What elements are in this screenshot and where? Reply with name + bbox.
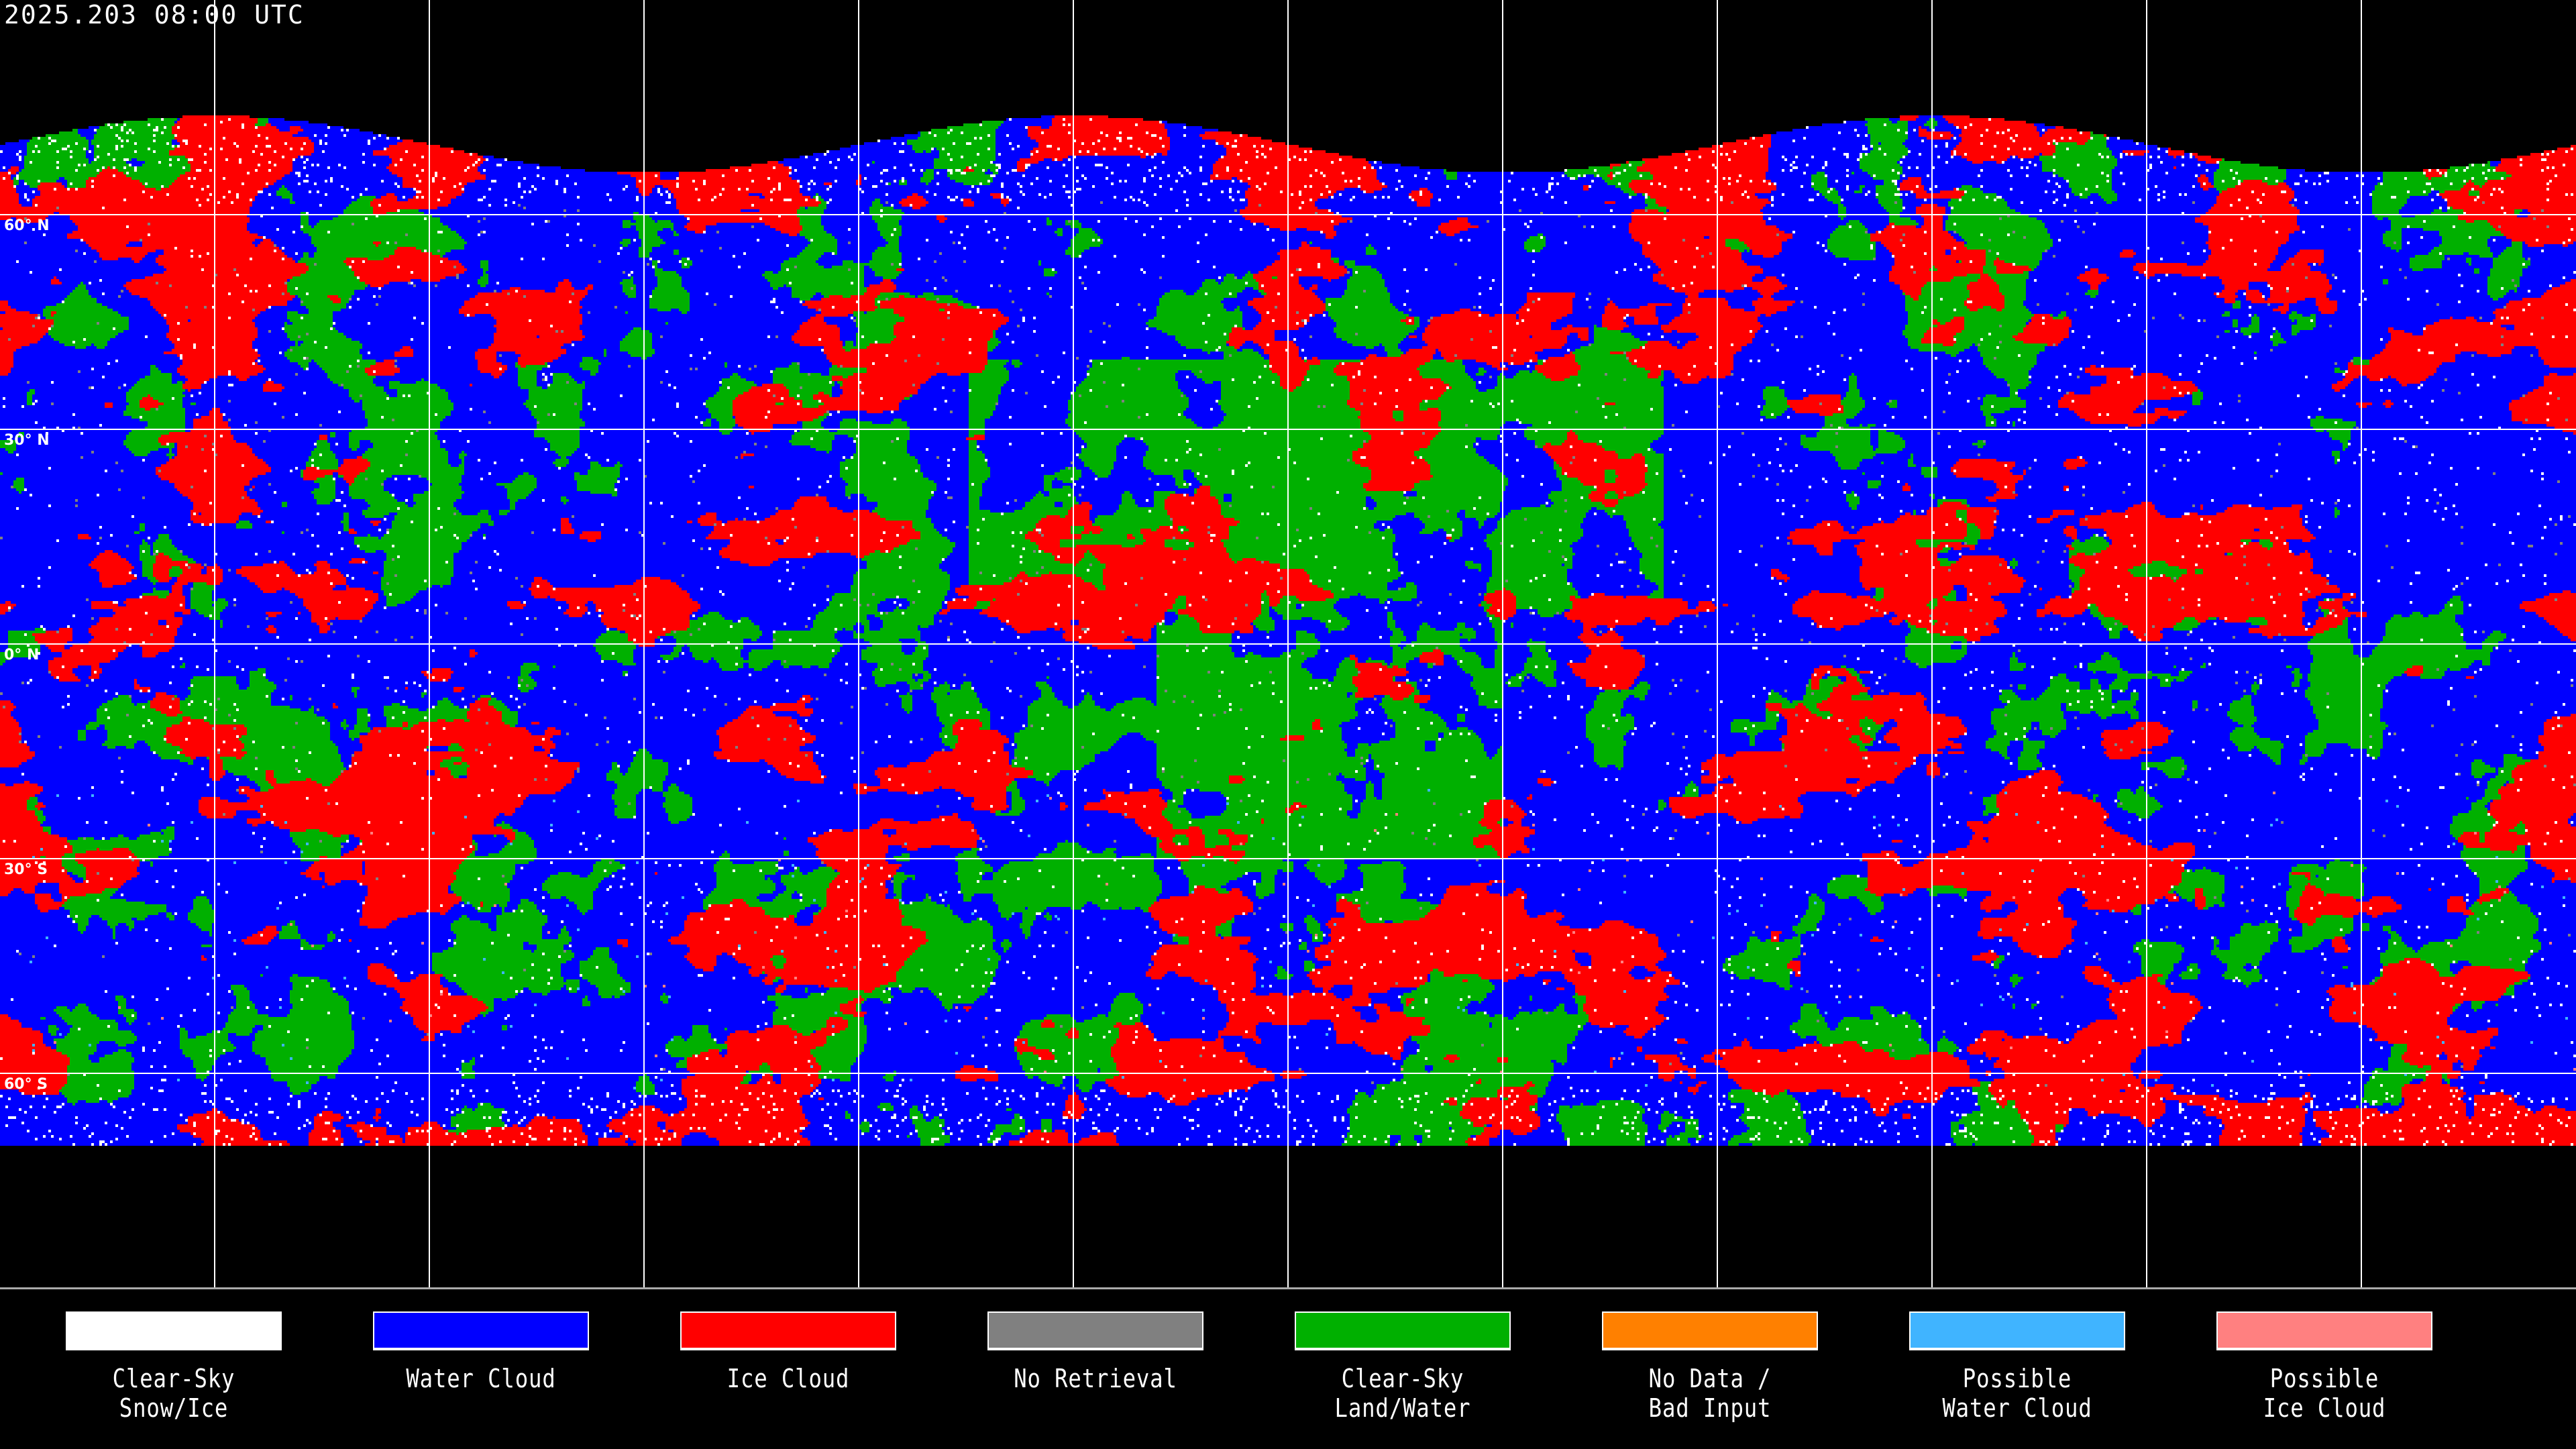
graticule (0, 0, 2576, 1288)
lat-label-60s: 60° S (4, 1076, 48, 1093)
legend-swatch (1909, 1311, 2125, 1350)
legend-label: Clear-Sky Snow/Ice (112, 1364, 235, 1423)
legend-item-no-retrieval: No Retrieval (986, 1311, 1205, 1393)
legend-label: No Retrieval (1014, 1364, 1177, 1393)
legend-swatch (66, 1311, 282, 1350)
lat-label-60n: 60° N (4, 217, 50, 234)
lat-label-30n: 30° N (4, 432, 50, 449)
legend-swatch (680, 1311, 896, 1350)
legend-item-possible-ice-cloud: Possible Ice Cloud (2215, 1311, 2434, 1423)
legend-label: No Data / Bad Input (1648, 1364, 1772, 1423)
legend-label: Ice Cloud (727, 1364, 850, 1393)
legend-swatch (1295, 1311, 1511, 1350)
legend-item-water-cloud: Water Cloud (372, 1311, 590, 1393)
legend-item-ice-cloud: Ice Cloud (679, 1311, 898, 1393)
legend-item-clear-sky-land-water: Clear-Sky Land/Water (1293, 1311, 1512, 1423)
lat-label-0n: 0° N (4, 647, 40, 663)
timestamp-title: 2025.203 08:00 UTC (4, 0, 305, 30)
legend-swatch (1602, 1311, 1818, 1350)
legend-label: Possible Ice Cloud (2263, 1364, 2386, 1423)
legend-swatch (373, 1311, 589, 1350)
legend-swatch (2216, 1311, 2432, 1350)
legend-item-no-data-bad-input: No Data / Bad Input (1601, 1311, 1819, 1423)
legend-item-clear-sky-snow-ice: Clear-Sky Snow/Ice (64, 1311, 283, 1423)
lat-label-30s: 30° S (4, 861, 48, 878)
legend-swatch (987, 1311, 1203, 1350)
map-border (0, 1287, 2576, 1289)
cloud-phase-map: 60° N 30° N 0° N 30° S 60° S 2025.203 08… (0, 0, 2576, 1288)
legend-label: Water Cloud (406, 1364, 556, 1393)
legend-label: Possible Water Cloud (1942, 1364, 2092, 1423)
legend-item-possible-water-cloud: Possible Water Cloud (1908, 1311, 2127, 1423)
legend-label: Clear-Sky Land/Water (1334, 1364, 1471, 1423)
